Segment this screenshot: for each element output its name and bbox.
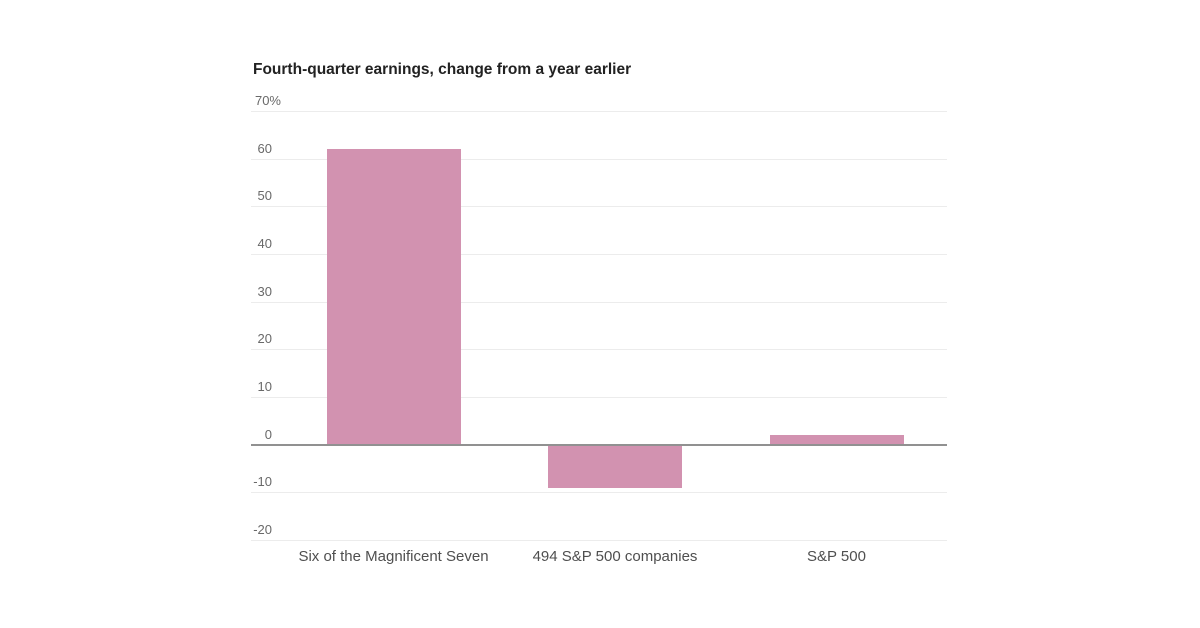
bar xyxy=(769,435,904,445)
gridline xyxy=(251,349,947,351)
gridline xyxy=(251,492,947,494)
y-tick-label: 10 xyxy=(257,379,272,394)
zero-axis-line xyxy=(251,443,947,446)
x-category-label: S&P 500 xyxy=(807,548,866,565)
gridline xyxy=(251,397,947,398)
gridline xyxy=(251,111,947,112)
gridline xyxy=(251,158,947,160)
y-tick-label: 0 xyxy=(264,426,272,442)
gridline xyxy=(251,206,947,208)
bar xyxy=(326,149,461,445)
x-category-label: Six of the Magnificent Seven xyxy=(298,548,489,565)
y-tick-label: 70% xyxy=(254,93,281,108)
y-tick-label: 30 xyxy=(257,283,272,299)
y-tick-label: -10 xyxy=(253,474,272,490)
y-tick-label: 40 xyxy=(257,236,272,251)
x-category-label: 494 S&P 500 companies xyxy=(532,548,698,565)
y-tick-label: 20 xyxy=(257,331,272,347)
chart-title: Fourth-quarter earnings, change from a y… xyxy=(253,61,632,78)
gridline xyxy=(251,301,947,303)
y-tick-label: -20 xyxy=(253,522,272,537)
y-tick-label: 60 xyxy=(257,140,272,156)
bar xyxy=(548,444,682,488)
y-tick-label: 50 xyxy=(257,188,272,204)
gridline xyxy=(251,254,947,255)
gridline xyxy=(251,540,947,541)
